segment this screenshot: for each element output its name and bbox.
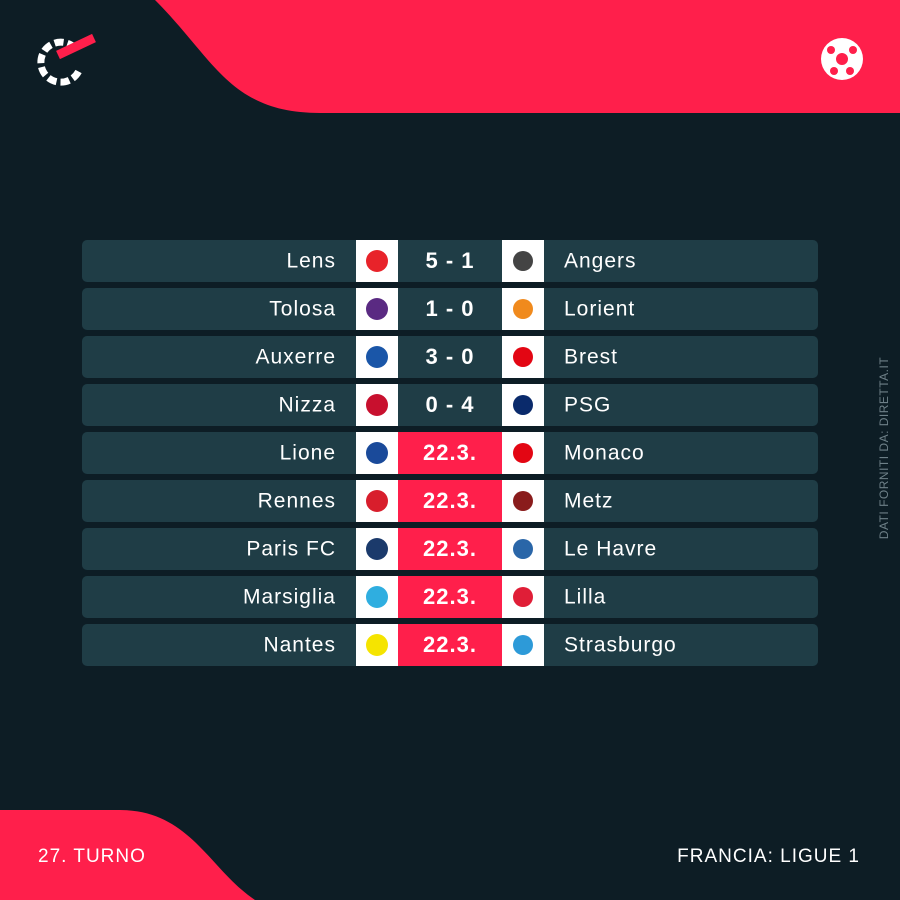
date-box — [398, 576, 502, 618]
home-team: Nizza — [278, 394, 336, 417]
away-team: Lorient — [564, 298, 635, 321]
away-logo — [513, 251, 533, 271]
away-logo — [513, 587, 533, 607]
home-logo — [366, 538, 388, 560]
away-logo — [513, 299, 533, 319]
score: 3 - 0 — [425, 344, 474, 369]
score: 0 - 4 — [425, 392, 474, 417]
home-team: Nantes — [263, 634, 336, 657]
home-team: Tolosa — [269, 298, 336, 321]
match-row — [82, 240, 818, 282]
away-logo — [513, 395, 533, 415]
home-logo — [366, 298, 388, 320]
top-banner — [155, 0, 900, 113]
match-row — [82, 384, 818, 426]
date-box — [398, 432, 502, 474]
match-date: 22.3. — [423, 536, 477, 561]
home-logo — [366, 586, 388, 608]
score: 1 - 0 — [425, 296, 474, 321]
date-box — [398, 624, 502, 666]
match-date: 22.3. — [423, 632, 477, 657]
sport-icon — [821, 38, 863, 80]
away-team: Le Havre — [564, 538, 657, 561]
bottom-banner — [0, 810, 255, 900]
away-team: Monaco — [564, 442, 645, 465]
brand-logo — [37, 33, 96, 86]
league: FRANCIA: LIGUE 1 — [677, 846, 860, 867]
away-team: Lilla — [564, 586, 606, 609]
away-team: Brest — [564, 346, 618, 369]
home-logo — [366, 346, 388, 368]
match-date: 22.3. — [423, 488, 477, 513]
away-logo — [513, 443, 533, 463]
credit: DATI FORNITI DA: DIRETTA.IT — [877, 357, 891, 540]
away-team: PSG — [564, 394, 611, 417]
away-team: Metz — [564, 490, 614, 513]
home-logo — [366, 394, 388, 416]
away-logo — [513, 491, 533, 511]
match-date: 22.3. — [423, 440, 477, 465]
home-logo — [366, 634, 388, 656]
away-logo — [513, 539, 533, 559]
match-date: 22.3. — [423, 584, 477, 609]
away-logo — [513, 635, 533, 655]
home-team: Rennes — [258, 490, 336, 513]
home-logo — [366, 442, 388, 464]
match-row — [82, 288, 818, 330]
home-logo — [366, 490, 388, 512]
home-team: Lione — [280, 442, 336, 465]
home-logo — [366, 250, 388, 272]
match-list: Lens 5 - 1 Angers Tolosa 1 - 0 Lorient Auxerre… — [82, 240, 818, 666]
home-team: Auxerre — [255, 346, 336, 369]
home-team: Lens — [286, 250, 336, 273]
away-team: Angers — [564, 250, 637, 273]
score: 5 - 1 — [425, 248, 474, 273]
home-team: Paris FC — [246, 538, 336, 561]
match-row — [82, 336, 818, 378]
date-box — [398, 480, 502, 522]
away-logo — [513, 347, 533, 367]
away-team: Strasburgo — [564, 634, 677, 657]
date-box — [398, 528, 502, 570]
home-team: Marsiglia — [243, 586, 336, 609]
round: 27. TURNO — [38, 846, 146, 867]
